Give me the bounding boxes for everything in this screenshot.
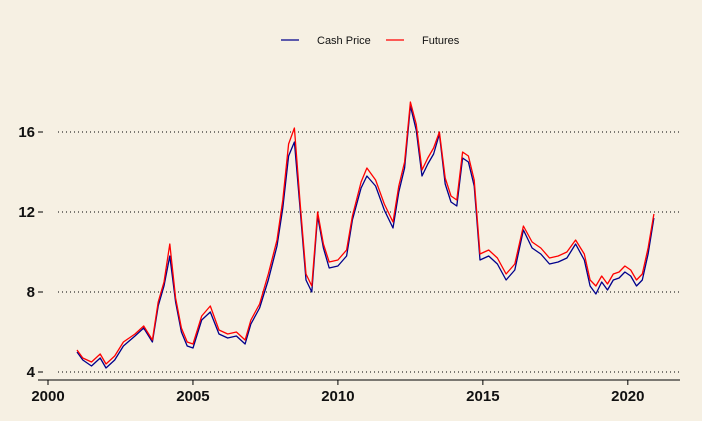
y-tick-label-4: 4 [27, 364, 36, 381]
y-axis-ticks: 4 8 12 16 [18, 124, 43, 381]
x-axis-ticks: 2000 2005 2010 2015 2020 [31, 380, 645, 405]
legend-label-cash-price: Cash Price [317, 35, 371, 47]
x-tick-label-2000: 2000 [31, 388, 64, 405]
series-line-futures [76, 101, 655, 365]
series-lines [76, 101, 655, 369]
y-tick-label-8: 8 [27, 284, 35, 301]
gridlines [58, 131, 680, 373]
legend: Cash Price Futures [281, 35, 460, 47]
y-tick-label-16: 16 [18, 124, 35, 141]
legend-label-futures: Futures [422, 35, 460, 47]
x-tick-label-2005: 2005 [176, 388, 209, 405]
y-tick-label-12: 12 [18, 204, 35, 221]
x-tick-label-2020: 2020 [611, 388, 644, 405]
x-tick-label-2015: 2015 [466, 388, 499, 405]
x-tick-label-2010: 2010 [321, 388, 354, 405]
series-line-cash-price [76, 105, 655, 369]
